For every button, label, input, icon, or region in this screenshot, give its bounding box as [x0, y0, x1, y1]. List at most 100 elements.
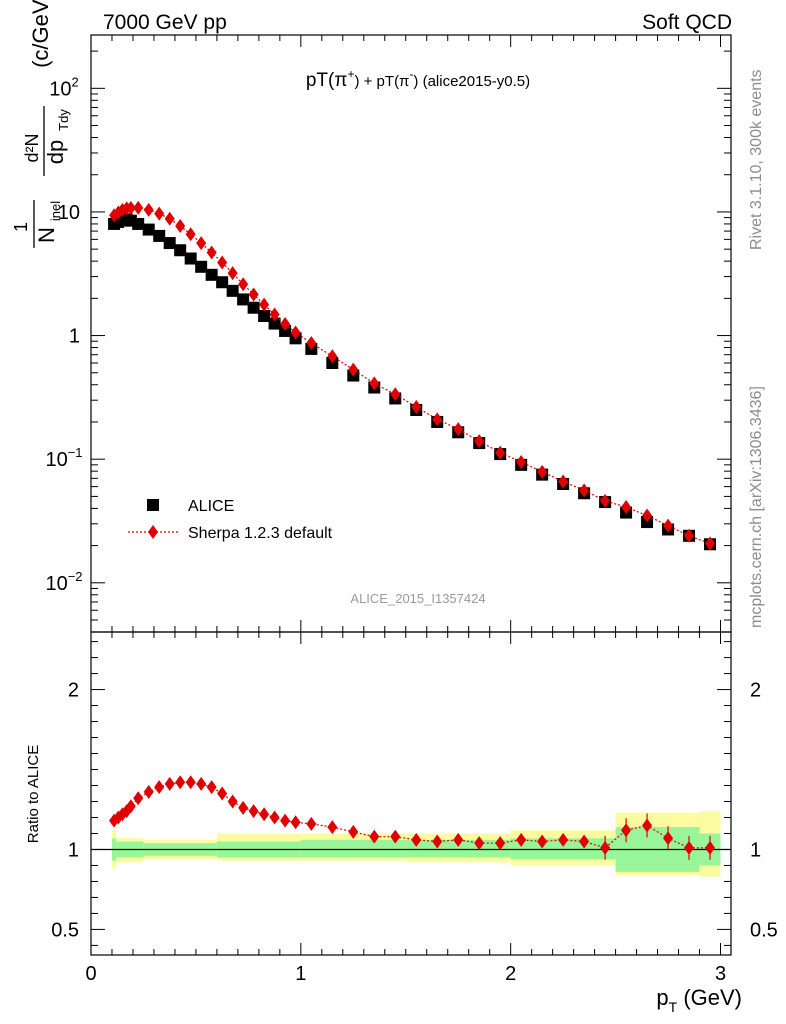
sherpa-point: [642, 508, 653, 523]
alice-point: [205, 268, 218, 281]
ratio-y-tick-label: 2: [68, 680, 79, 702]
sherpa-line: [113, 207, 711, 545]
ratio-sherpa-point: [579, 834, 590, 849]
alice-point: [174, 244, 187, 257]
legend-marker-sherpa: [148, 525, 158, 539]
ratio-sherpa-point: [516, 832, 527, 847]
alice-point: [142, 223, 155, 236]
ratio-sherpa-point: [206, 780, 217, 795]
plot-title: pT(π+) + pT(π-) (alice2015-y0.5): [306, 67, 530, 91]
ratio-band-inner: [510, 838, 616, 860]
main-y-tick-label: 1: [69, 326, 80, 348]
ratio-sherpa-point: [663, 831, 674, 846]
ratio-sherpa-point: [558, 832, 569, 847]
ratio-sherpa-point: [453, 832, 464, 847]
ratio-sherpa-point: [248, 804, 259, 819]
sherpa-point: [621, 500, 632, 515]
main-y-tick-label: 102: [49, 74, 78, 100]
main-plot-frame: [90, 34, 732, 633]
alice-point: [132, 217, 145, 230]
sherpa-point: [432, 412, 443, 427]
ratio-sherpa-point: [133, 791, 144, 806]
ylabel-den-sub: Tdy: [56, 109, 71, 131]
ratio-sherpa-point: [474, 836, 485, 851]
ratio-sherpa-point: [327, 820, 338, 835]
main-y-tick-label: 10−1: [45, 445, 82, 471]
sherpa-point: [154, 206, 165, 221]
alice-point: [268, 317, 281, 330]
sherpa-point: [143, 202, 154, 217]
x-tick-label: 1: [295, 963, 306, 985]
ratio-sherpa-point: [154, 780, 165, 795]
ratio-y-tick-label-right: 2: [750, 680, 761, 702]
sherpa-point: [600, 493, 611, 508]
ratio-plot-content: [109, 775, 716, 860]
sherpa-point: [537, 464, 548, 479]
ratio-sherpa-point: [143, 784, 154, 799]
ratio-sherpa-point: [621, 823, 632, 838]
sherpa-point: [684, 528, 695, 543]
sherpa-point: [227, 266, 238, 281]
ratio-sherpa-point: [217, 786, 228, 801]
ratio-band-inner: [405, 839, 511, 858]
sherpa-point: [196, 236, 207, 251]
legend-marker-alice: [147, 499, 159, 511]
ylabel-num: d²N: [22, 133, 42, 162]
sherpa-point: [369, 376, 380, 391]
ratio-sherpa-point: [259, 807, 270, 822]
alice-point: [226, 284, 239, 297]
ratio-sherpa-point: [432, 834, 443, 849]
sherpa-point: [474, 434, 485, 449]
sherpa-point: [705, 536, 716, 551]
ylabel-n-sub: inel: [48, 201, 63, 221]
main-axes: 10−2 10−1 1 10 102: [45, 35, 731, 633]
sherpa-point: [206, 245, 217, 260]
sherpa-point: [217, 255, 228, 270]
ratio-sherpa-point: [269, 810, 280, 825]
ratio-y-tick-label-right: 0.5: [750, 919, 778, 941]
ratio-panel: 0 1 2 3 0.5 0.5 1 1 2 2 Ratio to ALICE pT (GeV): [25, 631, 778, 1015]
sherpa-point: [269, 307, 280, 322]
sherpa-point: [390, 387, 401, 402]
main-panel: 10−2 10−1 1 10 102 pT(π+) + pT(π-) (alice201…: [11, 0, 732, 633]
ratio-sherpa-point: [390, 829, 401, 844]
alice-point: [258, 309, 271, 322]
ratio-axes: 0 1 2 3 0.5 0.5 1 1 2 2: [51, 632, 778, 985]
ratio-sherpa-point: [164, 776, 175, 791]
ratio-sherpa-point: [600, 840, 611, 855]
alice-point: [153, 229, 166, 242]
sherpa-point: [248, 287, 259, 302]
sherpa-point: [164, 211, 175, 226]
x-tick-label: 2: [505, 963, 516, 985]
sherpa-point: [259, 297, 270, 312]
ratio-sherpa-point: [306, 816, 317, 831]
ratio-sherpa-point: [705, 840, 716, 855]
ratio-plot-frame: [90, 631, 732, 956]
sherpa-point: [133, 200, 144, 215]
alice-point: [237, 293, 250, 306]
header-left: 7000 GeV pp: [103, 11, 227, 34]
ratio-y-axis-label: Ratio to ALICE: [25, 745, 42, 843]
ratio-sherpa-point: [125, 799, 136, 814]
x-axis-label: pT (GeV): [656, 985, 742, 1015]
ratio-sherpa-point: [642, 818, 653, 833]
ratio-bands: [91, 811, 731, 877]
ratio-y-tick-label: 0.5: [51, 919, 79, 941]
ylabel-den: dp: [43, 140, 68, 164]
x-tick-label: 3: [715, 963, 726, 985]
sherpa-point: [579, 483, 590, 498]
sherpa-point: [280, 317, 291, 332]
sherpa-point: [411, 399, 422, 414]
ratio-sherpa-point: [185, 775, 196, 790]
legend-label-alice: ALICE: [188, 498, 234, 515]
side-label-upper: Rivet 3.1.10, 300k events: [748, 69, 765, 250]
ratio-sherpa-point: [369, 829, 380, 844]
sherpa-point: [516, 454, 527, 469]
ratio-sherpa-point: [238, 800, 249, 815]
sherpa-point: [185, 227, 196, 242]
analysis-watermark: ALICE_2015_I1357424: [350, 591, 485, 606]
ylabel-n: N: [34, 227, 59, 243]
ratio-sherpa-point: [684, 840, 695, 855]
main-plot-content: [108, 200, 717, 551]
